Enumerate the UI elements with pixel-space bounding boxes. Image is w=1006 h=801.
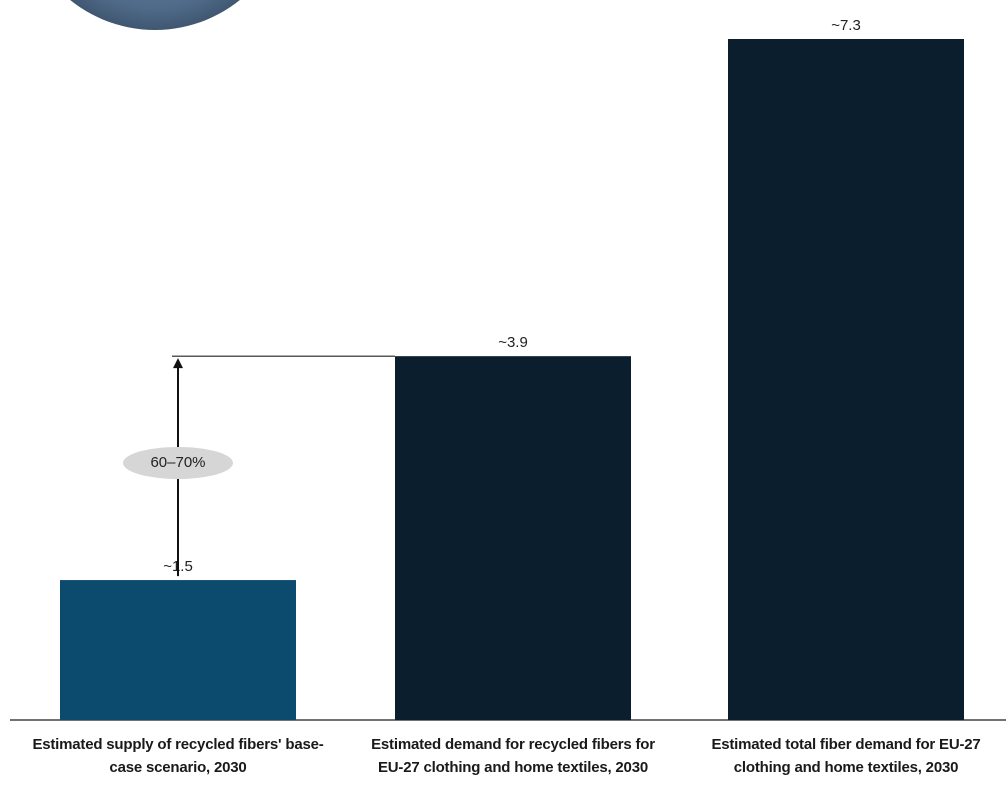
bar xyxy=(60,580,296,720)
annotation: 60–70% xyxy=(150,454,205,471)
value-label: ~7.3 xyxy=(831,17,861,34)
value-label: ~3.9 xyxy=(498,334,528,351)
category-label: Estimated total fiber demand for EU-27 c… xyxy=(711,736,981,776)
category-label: Estimated demand for recycled fibers for… xyxy=(371,736,655,776)
bar xyxy=(395,356,631,720)
category-label: Estimated supply of recycled fibers' bas… xyxy=(32,736,324,776)
arrow-head xyxy=(173,358,183,369)
bar xyxy=(728,39,964,720)
annotation-bubble xyxy=(123,447,233,479)
photo-circle xyxy=(70,0,240,30)
